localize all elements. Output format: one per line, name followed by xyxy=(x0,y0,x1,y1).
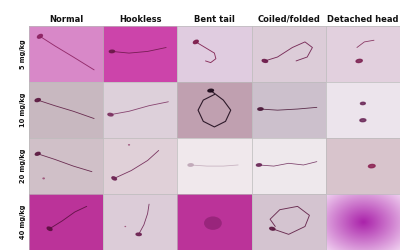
Text: Normal: Normal xyxy=(49,15,83,24)
Ellipse shape xyxy=(35,98,40,102)
Circle shape xyxy=(124,226,126,227)
Text: 20 mg/kg: 20 mg/kg xyxy=(20,149,26,183)
Ellipse shape xyxy=(38,34,42,38)
Ellipse shape xyxy=(356,59,362,62)
Ellipse shape xyxy=(360,119,366,122)
Text: Hookless: Hookless xyxy=(119,15,162,24)
Text: 10 mg/kg: 10 mg/kg xyxy=(20,93,26,127)
Ellipse shape xyxy=(188,164,193,166)
Text: Detached head: Detached head xyxy=(327,15,399,24)
Ellipse shape xyxy=(136,233,141,235)
Ellipse shape xyxy=(256,164,262,166)
Text: Bent tail: Bent tail xyxy=(194,15,235,24)
Text: 40 mg/kg: 40 mg/kg xyxy=(20,205,26,239)
Ellipse shape xyxy=(270,227,275,230)
Ellipse shape xyxy=(35,152,40,155)
Circle shape xyxy=(128,144,130,146)
Text: Coiled/folded: Coiled/folded xyxy=(257,15,320,24)
Ellipse shape xyxy=(109,50,114,53)
Ellipse shape xyxy=(368,164,375,168)
Ellipse shape xyxy=(208,89,214,92)
Ellipse shape xyxy=(112,177,116,180)
Ellipse shape xyxy=(262,60,268,62)
Circle shape xyxy=(42,178,45,180)
Circle shape xyxy=(204,216,222,230)
Ellipse shape xyxy=(360,102,365,104)
Ellipse shape xyxy=(194,40,198,43)
Ellipse shape xyxy=(108,113,113,116)
Ellipse shape xyxy=(47,227,52,230)
Text: 5 mg/kg: 5 mg/kg xyxy=(20,40,26,69)
Ellipse shape xyxy=(258,108,263,110)
